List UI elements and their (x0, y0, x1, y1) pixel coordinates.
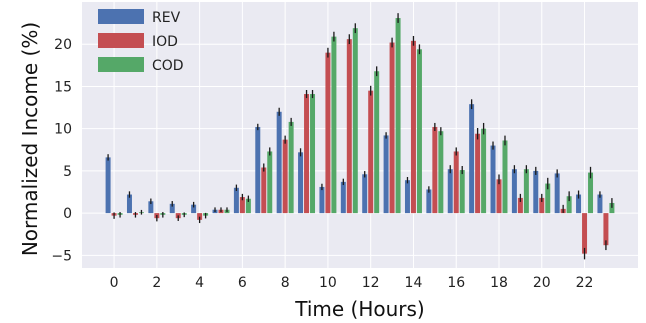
bar-rev (383, 135, 389, 214)
x-tick-label: 18 (490, 275, 508, 291)
bar-rev (576, 194, 582, 214)
x-tick-label: 12 (362, 275, 380, 291)
bar-cod (502, 140, 508, 214)
bar-cod (481, 128, 487, 214)
y-tick-label: 10 (54, 122, 72, 138)
y-tick-labels: −5 0 5 10 15 20 (51, 37, 72, 264)
bar-rev (169, 203, 175, 214)
bar-iod (325, 52, 331, 214)
bar-cod (609, 202, 615, 214)
plot-background (82, 2, 638, 268)
bar-iod (368, 90, 374, 214)
bar-iod (496, 179, 502, 214)
bar-iod (261, 167, 267, 214)
bar-rev (447, 169, 453, 214)
legend-swatch-cod (98, 57, 144, 72)
bar-cod (416, 49, 422, 214)
bar-cod (245, 198, 251, 214)
y-tick-label: 0 (63, 206, 72, 222)
x-tick-labels: 0 2 4 6 8 10 12 14 16 18 20 22 (110, 275, 594, 291)
x-tick-label: 8 (281, 275, 290, 291)
x-tick-label: 10 (319, 275, 337, 291)
bar-rev (426, 189, 432, 214)
bar-iod (389, 42, 395, 214)
bar-cod (374, 71, 380, 214)
bar-cod (331, 36, 337, 214)
bar-rev (126, 194, 132, 214)
legend-label: IOD (152, 34, 178, 50)
x-tick-label: 14 (405, 275, 423, 291)
error-bars (107, 13, 613, 260)
bar-cod (395, 18, 401, 214)
bar-rev (276, 111, 282, 214)
bar-rev (362, 174, 368, 214)
bar-rev (490, 145, 496, 214)
legend: REV IOD COD (98, 9, 184, 74)
bar-rev (148, 201, 154, 214)
x-tick-label: 2 (152, 275, 161, 291)
grid-lines (82, 2, 638, 268)
bar-cod (566, 196, 572, 214)
y-tick-label: 5 (63, 164, 72, 180)
y-tick-label: 20 (54, 37, 72, 53)
bar-rev (533, 170, 539, 214)
legend-label: REV (152, 10, 181, 26)
legend-swatch-rev (98, 9, 144, 24)
bar-iod (582, 213, 588, 254)
x-tick-label: 22 (576, 275, 594, 291)
bar-iod (282, 139, 288, 214)
bar-iod (346, 39, 352, 214)
bar-cod (588, 172, 594, 214)
bar-cod (288, 121, 294, 214)
bar-cod (545, 183, 551, 214)
bar-rev (469, 104, 475, 214)
bar-cod (523, 169, 529, 214)
legend-label: COD (152, 58, 184, 74)
x-tick-label: 6 (238, 275, 247, 291)
x-tick-label: 20 (533, 275, 551, 291)
bar-iod (475, 133, 481, 214)
x-tick-label: 4 (195, 275, 204, 291)
bar-iod (517, 197, 523, 214)
bar-rev (404, 180, 410, 214)
bar-iod (304, 94, 310, 214)
y-tick-label: −5 (51, 248, 72, 264)
bar-cod (352, 28, 358, 214)
bar-iod (453, 151, 459, 214)
bar-rev (340, 181, 346, 214)
bar-cod (310, 94, 316, 214)
bar-rev (255, 126, 261, 214)
bar-iod (239, 197, 245, 214)
bar-cod (459, 170, 465, 214)
bar-rev (105, 157, 111, 214)
bar-rev (319, 186, 325, 214)
x-axis-title: Time (Hours) (294, 297, 425, 321)
bar-rev (511, 169, 517, 214)
bar-cod (438, 131, 444, 214)
y-tick-label: 15 (54, 79, 72, 95)
bar-iod (432, 126, 438, 214)
bar-iod (539, 197, 545, 214)
bar-rev (233, 187, 239, 214)
bar-iod (197, 213, 203, 220)
bar-rev (191, 204, 197, 214)
bar-rev (554, 173, 560, 214)
bar-iod (410, 40, 416, 214)
bar-cod (267, 151, 273, 214)
y-axis-title: Normalized Income (%) (18, 22, 42, 256)
x-tick-label: 16 (447, 275, 465, 291)
bar-rev (597, 194, 603, 214)
legend-swatch-iod (98, 33, 144, 48)
x-tick-label: 0 (110, 275, 119, 291)
bar-iod (603, 213, 609, 246)
bar-rev (298, 152, 304, 214)
